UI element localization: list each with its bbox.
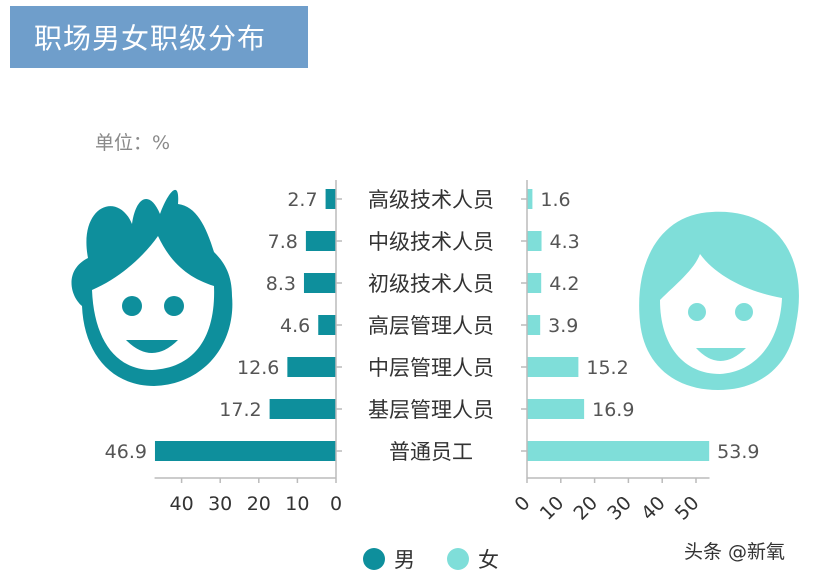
category-label-2: 初级技术人员: [368, 272, 494, 296]
chart-bars: 2.7 1.6 高级技术人员 7.8 4.3 中级技术人员 8.3 4.2 初级技术人员 4.6 3…: [105, 188, 760, 464]
value-label-male-6: 46.9: [105, 441, 147, 463]
bar-female-2: [527, 273, 542, 293]
value-label-male-2: 8.3: [266, 273, 296, 295]
value-label-male-4: 12.6: [237, 357, 279, 379]
x-tick-label-female-0: 0: [510, 492, 534, 516]
x-tick-label-female-1: 10: [536, 492, 569, 525]
value-label-male-0: 2.7: [287, 189, 317, 211]
bar-female-1: [527, 231, 542, 251]
category-label-1: 中级技术人员: [368, 230, 494, 254]
bar-male-1: [305, 231, 336, 251]
value-label-female-3: 3.9: [548, 315, 578, 337]
chart-title: 职场男女职级分布: [34, 22, 267, 55]
bar-female-0: [527, 189, 533, 209]
title-banner: 职场男女职级分布: [10, 6, 308, 68]
bar-female-5: [527, 399, 585, 419]
bar-male-3: [318, 315, 336, 335]
legend-label-female: 女: [478, 548, 499, 572]
category-label-0: 高级技术人员: [368, 188, 494, 212]
bar-male-4: [287, 357, 336, 377]
x-tick-label-female-2: 20: [569, 492, 602, 525]
bar-male-6: [154, 441, 336, 461]
watermark: 头条 @新氧: [684, 541, 786, 563]
legend-swatch-female: [447, 548, 469, 570]
x-tick-label-male-1: 30: [208, 493, 232, 515]
category-label-3: 高层管理人员: [368, 314, 494, 338]
value-label-female-1: 4.3: [550, 231, 580, 253]
value-label-male-1: 7.8: [268, 231, 298, 253]
category-label-5: 基层管理人员: [368, 398, 494, 422]
value-label-male-3: 4.6: [280, 315, 310, 337]
bar-male-0: [325, 189, 336, 209]
x-tick-label-female-3: 30: [603, 492, 636, 525]
value-label-female-5: 16.9: [592, 399, 634, 421]
girl-face-icon: [639, 211, 799, 390]
x-tick-label-male-3: 10: [285, 493, 309, 515]
value-label-female-4: 15.2: [586, 357, 628, 379]
boy-face-icon: [71, 189, 233, 386]
value-label-female-0: 1.6: [540, 189, 570, 211]
bar-male-5: [269, 399, 336, 419]
legend: 男 女: [363, 548, 499, 572]
x-tick-label-female-4: 40: [637, 492, 670, 525]
value-label-female-6: 53.9: [717, 441, 759, 463]
bar-female-6: [527, 441, 710, 461]
x-tick-label-male-4: 0: [330, 493, 342, 515]
legend-label-male: 男: [394, 548, 415, 572]
bar-female-3: [527, 315, 541, 335]
x-tick-label-male-2: 20: [247, 493, 271, 515]
category-label-6: 普通员工: [389, 440, 473, 464]
bar-female-4: [527, 357, 579, 377]
x-tick-label-female-5: 50: [671, 492, 704, 525]
value-label-male-5: 17.2: [219, 399, 261, 421]
unit-label: 单位：%: [95, 132, 171, 154]
bar-male-2: [303, 273, 336, 293]
x-tick-label-male-0: 40: [170, 493, 194, 515]
category-label-4: 中层管理人员: [368, 356, 494, 380]
value-label-female-2: 4.2: [549, 273, 579, 295]
legend-swatch-male: [363, 548, 385, 570]
